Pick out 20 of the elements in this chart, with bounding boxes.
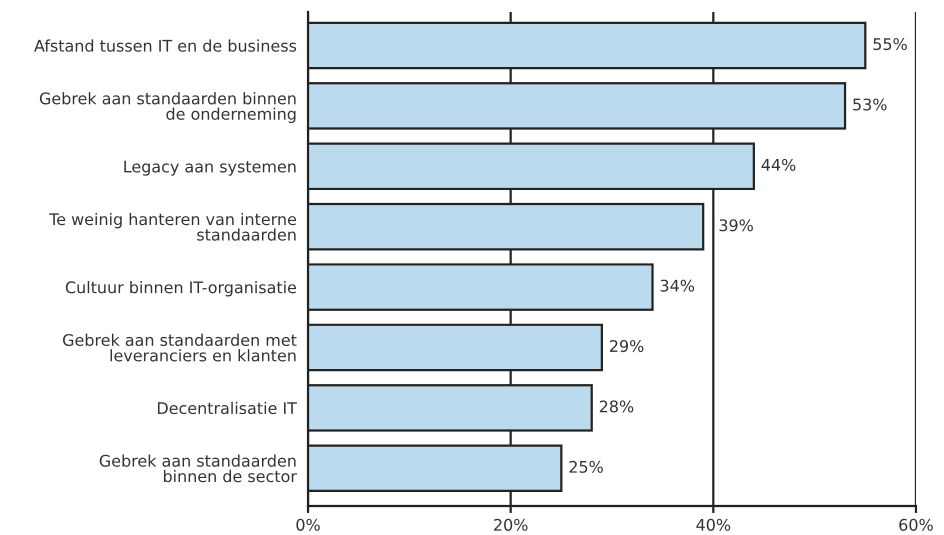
data-label: 29% (610, 340, 644, 352)
y-tick-label: Gebrek aan standaarden binnen de sector (100, 454, 297, 482)
data-label: 55% (873, 38, 907, 50)
data-label: 39% (720, 219, 753, 232)
y-tick-label: Te weinig hanteren van interne standaarden (49, 212, 296, 241)
data-label: 44% (762, 158, 796, 171)
y-tick-label: Decentralisatie IT (158, 402, 297, 414)
y-tick-label: Gebrek aan standaarden binnen de onderneming (40, 92, 296, 124)
x-tick-label: 0% (296, 518, 320, 531)
y-tick-label: Cultuur binnen IT-organisatie (66, 281, 296, 296)
data-label: 53% (853, 98, 887, 111)
y-tick-label: Afstand tussen IT en de business (34, 39, 296, 52)
data-label: 34% (660, 280, 694, 292)
data-label: 25% (569, 460, 603, 473)
y-tick-label: Legacy aan systemen (124, 160, 296, 176)
x-tick-label: 20% (494, 518, 528, 531)
x-tick-label: 60% (899, 518, 933, 531)
y-tick-label: Gebrek aan standaarden met leveranciers en klanten (63, 334, 297, 362)
data-label: 28% (600, 400, 634, 412)
x-tick-label: 40% (696, 518, 730, 531)
